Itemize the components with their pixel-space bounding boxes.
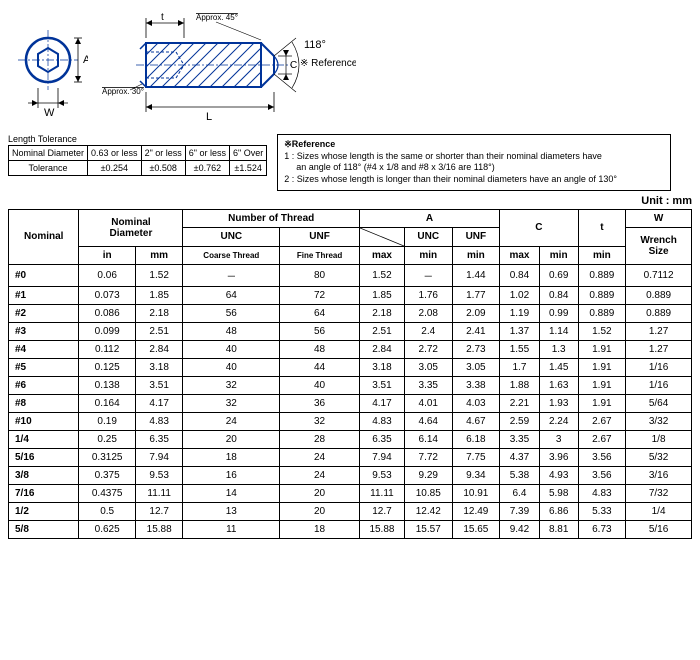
label-118: 118° bbox=[304, 39, 326, 51]
label-approx30: Approx. 30° bbox=[102, 87, 144, 96]
table-row: 3/80.3759.5316249.539.299.345.384.933.56… bbox=[9, 466, 692, 484]
table-row: 1/40.256.3520286.356.146.183.3532.671/8 bbox=[9, 430, 692, 448]
table-row: 5/80.62515.88111815.8815.5715.659.428.81… bbox=[9, 520, 692, 538]
table-row: #40.1122.8440482.842.722.731.551.31.911.… bbox=[9, 340, 692, 358]
side-view-diagram: L t Approx. 45° Approx. 30° 118° C ※ Ref… bbox=[96, 8, 356, 128]
unit-label: Unit : mm bbox=[8, 195, 692, 207]
tol-v0: ±0.254 bbox=[88, 161, 142, 176]
label-a: A bbox=[83, 54, 88, 66]
length-tolerance-title: Length Tolerance bbox=[8, 134, 267, 144]
label-w: W bbox=[44, 107, 55, 118]
table-row: #20.0862.1856642.182.082.091.190.990.889… bbox=[9, 304, 692, 322]
reference-line1: 1 : Sizes whose length is the same or sh… bbox=[284, 151, 664, 163]
label-t: t bbox=[161, 12, 164, 23]
main-spec-table: NominalNominal DiameterNumber of ThreadA… bbox=[8, 209, 692, 539]
tol-h4: 6" Over bbox=[230, 146, 267, 161]
diagram-area: A W bbox=[8, 8, 692, 128]
tol-v2: ±0.762 bbox=[185, 161, 229, 176]
table-row: #80.1644.1732364.174.014.032.211.931.915… bbox=[9, 394, 692, 412]
tol-h3: 6" or less bbox=[185, 146, 229, 161]
tol-h2: 2" or less bbox=[141, 146, 185, 161]
table-row: #10.0731.8564721.851.761.771.020.840.889… bbox=[9, 286, 692, 304]
table-row: #30.0992.5148562.512.42.411.371.141.521.… bbox=[9, 322, 692, 340]
reference-line1b: an angle of 118° (#4 x 1/8 and #8 x 3/16… bbox=[284, 162, 664, 174]
table-row: #100.194.8324324.834.644.672.592.242.673… bbox=[9, 412, 692, 430]
reference-title: ※Reference bbox=[284, 139, 664, 151]
table-row: 1/20.512.7132012.712.4212.497.396.865.33… bbox=[9, 502, 692, 520]
tol-v1: ±0.508 bbox=[141, 161, 185, 176]
table-row: #60.1383.5132403.513.353.381.881.631.911… bbox=[9, 376, 692, 394]
end-view-diagram: A W bbox=[8, 8, 88, 118]
table-row: 5/160.31257.9418247.947.727.754.373.963.… bbox=[9, 448, 692, 466]
reference-box: ※Reference 1 : Sizes whose length is the… bbox=[277, 134, 671, 191]
label-approx45: Approx. 45° bbox=[196, 13, 238, 22]
length-tolerance-block: Length Tolerance Nominal Diameter 0.63 o… bbox=[8, 134, 267, 176]
table-row: #00.061.52－801.52－1.440.840.690.8890.711… bbox=[9, 264, 692, 286]
table-row: 7/160.437511.11142011.1110.8510.916.45.9… bbox=[9, 484, 692, 502]
tol-h1: 0.63 or less bbox=[88, 146, 142, 161]
length-tolerance-table: Nominal Diameter 0.63 or less 2" or less… bbox=[8, 145, 267, 176]
label-l: L bbox=[206, 111, 212, 123]
table-row: #50.1253.1840443.183.053.051.71.451.911/… bbox=[9, 358, 692, 376]
tol-rowlabel: Tolerance bbox=[9, 161, 88, 176]
label-c: C bbox=[290, 60, 297, 71]
reference-line2: 2 : Sizes whose length is longer than th… bbox=[284, 174, 664, 186]
tol-v3: ±1.524 bbox=[230, 161, 267, 176]
tol-h0: Nominal Diameter bbox=[9, 146, 88, 161]
label-reference-mark: ※ Reference bbox=[300, 58, 356, 69]
